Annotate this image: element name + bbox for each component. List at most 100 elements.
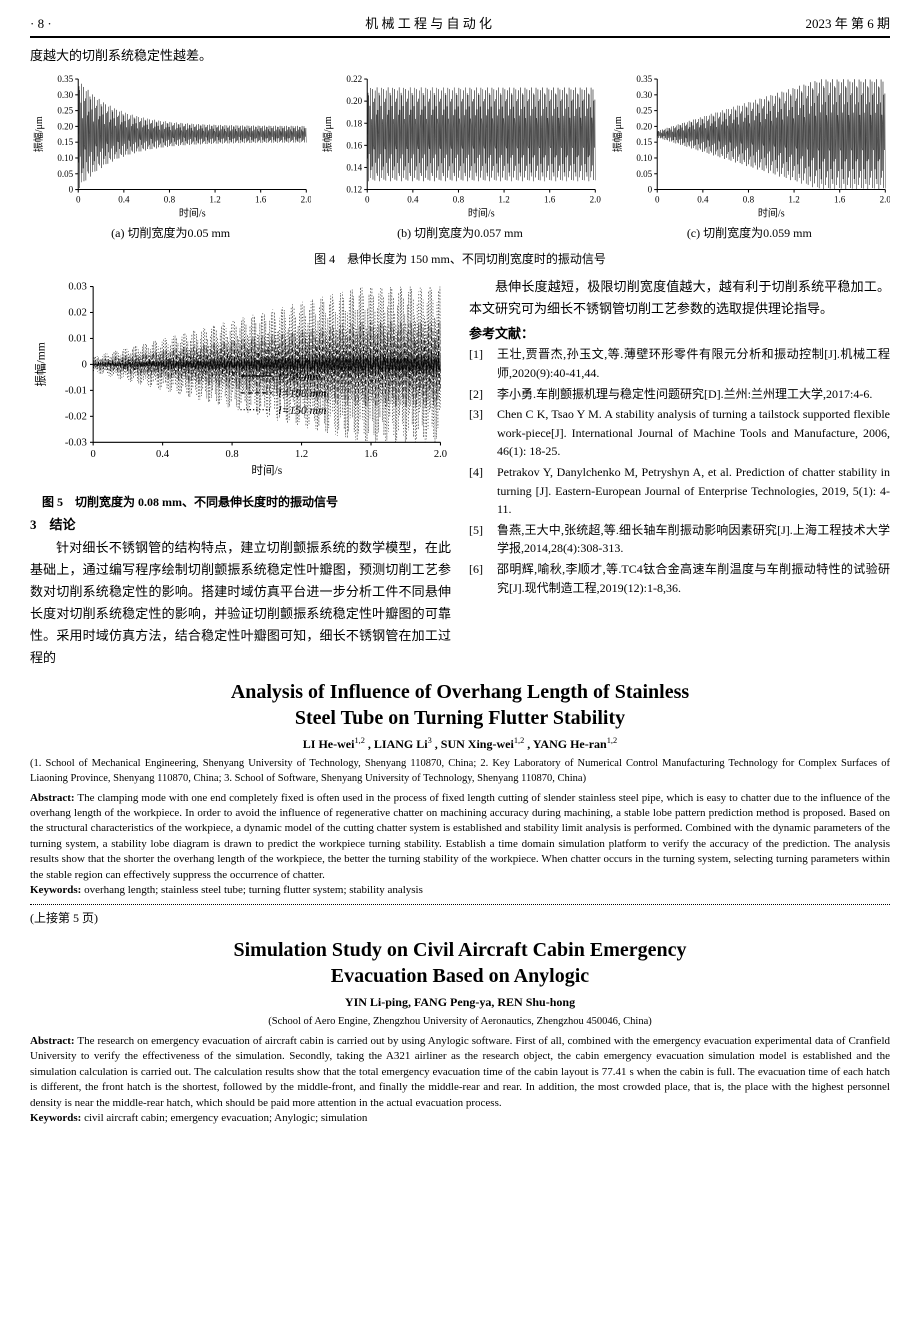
svg-text:1.6: 1.6 [255,195,267,205]
svg-text:0.15: 0.15 [636,137,652,147]
left-column: -0.03-0.02-0.0100.010.020.0300.40.81.21.… [30,276,451,670]
eng-title-1: Analysis of Influence of Overhang Length… [30,679,890,731]
eng-title-2-line1: Simulation Study on Civil Aircraft Cabin… [234,939,687,961]
eng-title-1-line1: Analysis of Influence of Overhang Length… [231,681,689,703]
reference-text: 王壮,贾晋杰,孙玉文,等.薄壁环形零件有限元分析和振动控制[J].机械工程师,2… [497,345,890,382]
reference-number: [1] [469,345,497,382]
reference-text: Petrakov Y, Danylchenko M, Petryshyn A, … [497,463,890,519]
svg-text:0: 0 [647,185,652,195]
svg-text:0: 0 [365,195,370,205]
reference-text: 李小勇.车削颤振机理与稳定性问题研究[D].兰州:兰州理工大学,2017:4-6… [497,385,890,404]
svg-text:0.10: 0.10 [57,153,73,163]
chart-c-svg: 00.050.100.150.200.250.300.3500.40.81.21… [609,71,890,222]
svg-text:0.8: 0.8 [164,195,176,205]
svg-text:0.01: 0.01 [68,333,86,344]
svg-text:0.4: 0.4 [156,449,170,460]
svg-text:0.20: 0.20 [347,96,363,106]
svg-text:0.25: 0.25 [57,106,73,116]
references-list: [1]王壮,贾晋杰,孙玉文,等.薄壁环形零件有限元分析和振动控制[J].机械工程… [469,345,890,597]
reference-item: [4]Petrakov Y, Danylchenko M, Petryshyn … [469,463,890,519]
abstract-label-1: Abstract: [30,792,75,804]
svg-text:0.4: 0.4 [118,195,130,205]
reference-item: [2]李小勇.车削颤振机理与稳定性问题研究[D].兰州:兰州理工大学,2017:… [469,385,890,404]
eng-abstract-2: Abstract: The research on emergency evac… [30,1034,890,1111]
figure-5-svg: -0.03-0.02-0.0100.010.020.0300.40.81.21.… [30,276,451,487]
svg-text:0.10: 0.10 [636,153,652,163]
svg-text:0.14: 0.14 [347,162,363,172]
svg-text:1.2: 1.2 [209,195,221,205]
svg-text:l=100 mm: l=100 mm [278,387,326,400]
chart-a-svg: 00.050.100.150.200.250.300.3500.40.81.21… [30,71,311,222]
conclusion-body: 针对细长不锈钢管的结构特点，建立切削颤振系统的数学模型，在此基础上，通过编写程序… [30,537,451,670]
svg-text:0.30: 0.30 [57,90,73,100]
svg-text:0.25: 0.25 [636,106,652,116]
svg-text:0.02: 0.02 [68,307,86,318]
svg-text:2.0: 2.0 [879,195,890,205]
svg-text:0.12: 0.12 [347,185,363,195]
header-rule [30,37,890,38]
reference-item: [6]邵明辉,喻秋,李顺才,等.TC4钛合金高速车削温度与车削振动特性的试验研究… [469,560,890,597]
page-number: · 8 · [30,14,52,34]
svg-text:时间/s: 时间/s [251,464,282,477]
svg-text:0: 0 [655,195,660,205]
svg-text:0.4: 0.4 [697,195,709,205]
chart-c: 00.050.100.150.200.250.300.3500.40.81.21… [609,71,890,246]
svg-text:0.35: 0.35 [636,74,652,84]
reference-number: [6] [469,560,497,597]
svg-text:1.6: 1.6 [364,449,377,460]
reference-text: Chen C K, Tsao Y M. A stability analysis… [497,405,890,461]
issue-info: 2023 年 第 6 期 [805,14,890,34]
svg-text:时间/s: 时间/s [758,207,785,220]
svg-text:振幅/μm: 振幅/μm [611,116,624,152]
eng-title-2: Simulation Study on Civil Aircraft Cabin… [30,937,890,989]
svg-text:0.16: 0.16 [347,140,363,150]
keywords-label-2: Keywords: [30,1112,81,1124]
reference-item: [1]王壮,贾晋杰,孙玉文,等.薄壁环形零件有限元分析和振动控制[J].机械工程… [469,345,890,382]
svg-text:0.05: 0.05 [57,169,73,179]
svg-text:l=150 mm: l=150 mm [278,404,326,417]
dotted-separator [30,904,890,905]
keywords-text-2: civil aircraft cabin; emergency evacuati… [81,1112,367,1124]
svg-text:0: 0 [69,185,74,195]
abstract-label-2: Abstract: [30,1035,75,1047]
svg-text:2.0: 2.0 [301,195,312,205]
svg-text:0.05: 0.05 [636,169,652,179]
references-heading: 参考文献： [469,324,890,344]
svg-text:-0.01: -0.01 [65,385,87,396]
abstract-text-1: The clamping mode with one end completel… [30,792,890,881]
svg-text:0.8: 0.8 [742,195,754,205]
figure-4-charts: 0 0.05 0.10 0.15 0.20 0.25 0.30 0.35 0 0.4 0.8 1.2 1… [30,71,890,246]
svg-text:1.6: 1.6 [544,195,556,205]
chart-b: 0.120.140.160.180.200.2200.40.81.21.62.0… [319,71,600,246]
svg-text:0.20: 0.20 [57,121,73,131]
eng-title-2-line2: Evacuation Based on Anylogic [331,965,589,987]
eng-authors-2: YIN Li-ping, FANG Peng-ya, REN Shu-hong [30,993,890,1011]
svg-text:振幅/μm: 振幅/μm [321,116,334,152]
svg-text:2.0: 2.0 [590,195,601,205]
chart-a-caption: (a) 切削宽度为0.05 mm [30,224,311,242]
page-header: · 8 · 机 械 工 程 与 自 动 化 2023 年 第 6 期 [30,10,890,37]
reference-item: [5]鲁燕,王大中,张统超,等.细长轴车削振动影响因素研究[J].上海工程技术大… [469,521,890,558]
svg-text:0.4: 0.4 [408,195,420,205]
reference-text: 邵明辉,喻秋,李顺才,等.TC4钛合金高速车削温度与车削振动特性的试验研究[J]… [497,560,890,597]
svg-text:-0.02: -0.02 [65,411,87,422]
keywords-label-1: Keywords: [30,884,81,896]
chart-c-caption: (c) 切削宽度为0.059 mm [609,224,890,242]
reference-text: 鲁燕,王大中,张统超,等.细长轴车削振动影响因素研究[J].上海工程技术大学学报… [497,521,890,558]
chart-b-caption: (b) 切削宽度为0.057 mm [319,224,600,242]
svg-text:1.6: 1.6 [834,195,846,205]
svg-text:振幅/mm: 振幅/mm [34,342,48,386]
chart-a: 00.050.100.150.200.250.300.3500.40.81.21… [30,71,311,246]
svg-text:1.2: 1.2 [295,449,308,460]
eng-authors-1: LI He-wei1,2 , LIANG Li3 , SUN Xing-wei1… [30,735,890,753]
svg-text:0: 0 [82,359,87,370]
eng-keywords-2: Keywords: civil aircraft cabin; emergenc… [30,1111,890,1126]
figure-5-caption: 图 5 切削宽度为 0.08 mm、不同悬伸长度时的振动信号 [30,493,451,511]
reference-number: [3] [469,405,497,461]
svg-text:0.03: 0.03 [68,281,86,292]
svg-text:时间/s: 时间/s [179,207,206,220]
svg-text:0.30: 0.30 [636,90,652,100]
reference-number: [4] [469,463,497,519]
continued-from-note: (上接第 5 页) [30,909,890,927]
svg-text:0: 0 [76,195,81,205]
